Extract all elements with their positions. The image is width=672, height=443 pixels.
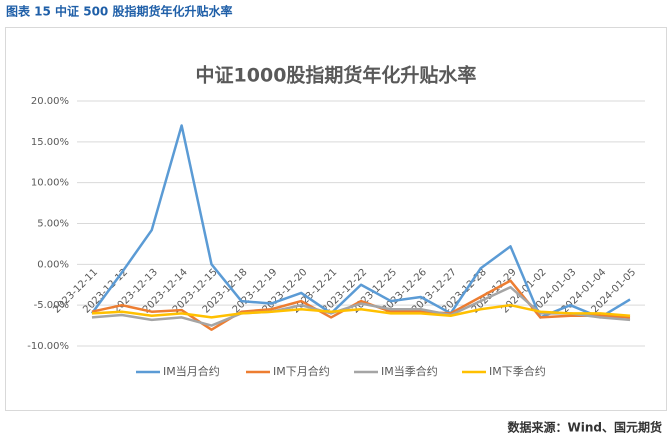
chart-frame bbox=[5, 27, 667, 411]
y-tick-label: 5.00% bbox=[37, 219, 69, 230]
source: 数据来源：Wind、国元期货 bbox=[508, 420, 662, 435]
y-tick-label: 0.00% bbox=[37, 259, 69, 270]
chart-title: 中证1000股指期货年化升贴水率 bbox=[196, 64, 477, 87]
y-tick-label: 20.00% bbox=[31, 96, 69, 107]
series-line bbox=[91, 279, 631, 331]
y-tick-label: 15.00% bbox=[31, 137, 69, 148]
legend-label: IM当季合约 bbox=[381, 364, 438, 378]
series-line bbox=[91, 285, 631, 327]
legend-label: IM当月合约 bbox=[163, 364, 220, 378]
y-tick-label: -10.00% bbox=[27, 341, 69, 352]
y-tick-label: 10.00% bbox=[31, 178, 69, 189]
header: 图表 15 中证 500 股指期货年化升贴水率 bbox=[6, 4, 232, 19]
legend-label: IM下季合约 bbox=[489, 364, 546, 378]
y-tick-label: -5.00% bbox=[34, 300, 69, 311]
legend-label: IM下月合约 bbox=[273, 364, 330, 378]
series-line bbox=[91, 303, 631, 319]
